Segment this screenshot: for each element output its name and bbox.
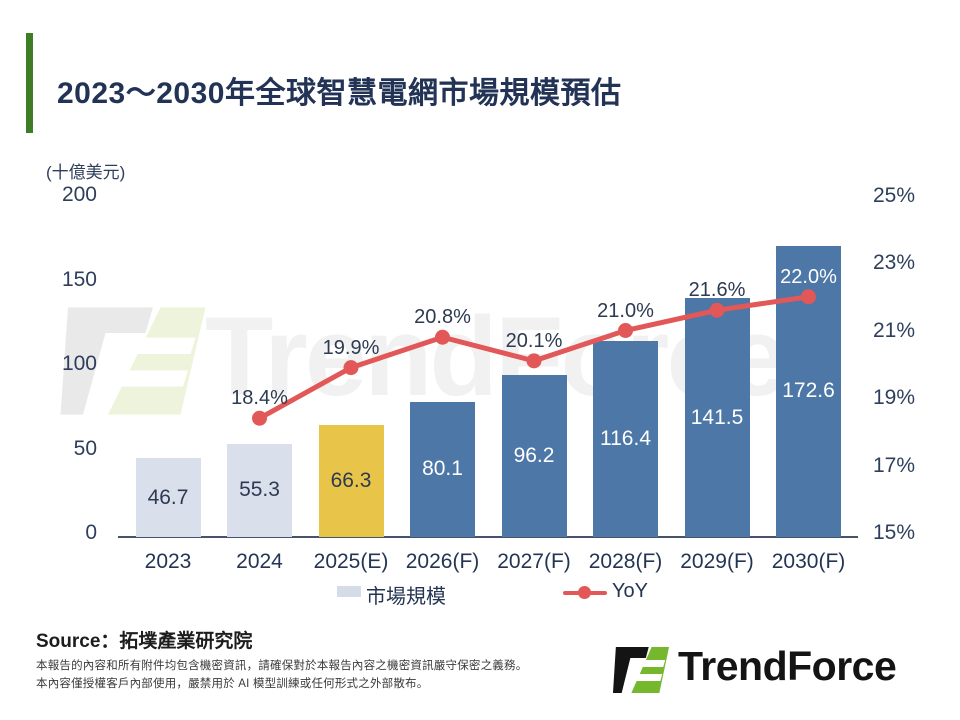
yoy-point <box>801 289 816 305</box>
right-axis-tick: 23% <box>873 251 916 274</box>
left-axis-tick: 50 <box>73 436 97 460</box>
chart-title: 2023～2030年全球智慧電網市場規模預估 <box>57 77 622 110</box>
yoy-point-label: 21.6% <box>688 279 746 302</box>
bar-value-label: 96.2 <box>513 443 555 467</box>
bar <box>318 425 384 537</box>
x-axis-label: 2027(F) <box>497 550 571 573</box>
yoy-point-label: 18.4% <box>231 387 288 410</box>
source-text: Source：拓墣產業研究院 <box>36 631 253 652</box>
yoy-point <box>435 329 450 345</box>
bar <box>227 443 292 537</box>
left-axis-tick: 0 <box>85 521 97 544</box>
legend-market-label: 市場規模 <box>366 586 446 608</box>
x-axis-label: 2029(F) <box>680 550 754 573</box>
yoy-point <box>343 360 359 376</box>
yoy-point <box>618 323 633 338</box>
legend-yoy-dot-marker <box>578 586 591 599</box>
left-axis-unit-label: (十億美元) <box>46 163 126 182</box>
bar-value-label: 66.3 <box>330 469 372 493</box>
yoy-point-label: 21.0% <box>597 299 654 322</box>
bar <box>410 401 475 537</box>
bar-value-label: 46.7 <box>147 485 189 509</box>
bar <box>135 458 201 537</box>
trendforce-logo-text: TrendForce <box>678 643 897 689</box>
bar <box>501 374 567 537</box>
yoy-point <box>526 353 542 369</box>
x-axis-label: 2023 <box>144 550 192 573</box>
yoy-point-label: 20.8% <box>414 306 471 329</box>
yoy-point <box>252 410 267 426</box>
x-axis-baseline <box>118 536 858 538</box>
x-axis-label: 2030(F) <box>771 550 846 573</box>
yoy-point-label: 22.0% <box>780 265 837 288</box>
yoy-point-label: 20.1% <box>505 329 563 352</box>
bar-value-label: 55.3 <box>239 478 280 502</box>
legend-market-swatch <box>337 586 361 597</box>
bar <box>684 298 750 537</box>
trendforce-logo-icon <box>612 647 670 693</box>
yoy-point <box>709 302 725 318</box>
bar-value-label: 172.6 <box>782 379 835 403</box>
yoy-point-label: 19.9% <box>322 336 380 359</box>
x-axis-label: 2028(F) <box>588 550 663 573</box>
left-axis-tick: 200 <box>61 183 97 207</box>
left-axis-tick: 150 <box>61 267 97 291</box>
bar-value-label: 116.4 <box>600 426 651 450</box>
footer-disclaimer-line: 本內容僅授權客戶內部使用，嚴禁用於 AI 模型訓練或任何形式之外部散布。 <box>36 678 429 690</box>
trendforce-logo: TrendForce <box>612 643 942 703</box>
x-axis-label: 2026(F) <box>405 550 480 573</box>
bar-value-label: 141.5 <box>690 405 744 429</box>
right-axis-tick: 15% <box>873 521 916 544</box>
right-axis-tick: 19% <box>873 386 916 409</box>
title-accent-bar <box>26 33 33 133</box>
x-axis-label: 2024 <box>236 550 283 573</box>
right-axis-tick: 25% <box>873 183 916 207</box>
footer-disclaimer-line: 本報告的內容和所有附件均包含機密資訊，請確保對於本報告內容之機密資訊嚴守保密之義… <box>36 660 528 672</box>
legend-yoy-label: YoY <box>612 580 648 602</box>
x-axis-label: 2025(E) <box>313 550 389 573</box>
right-axis-tick: 21% <box>873 318 916 342</box>
right-axis-tick: 17% <box>873 453 916 477</box>
bar <box>593 340 658 537</box>
bar-value-label: 80.1 <box>422 457 463 481</box>
